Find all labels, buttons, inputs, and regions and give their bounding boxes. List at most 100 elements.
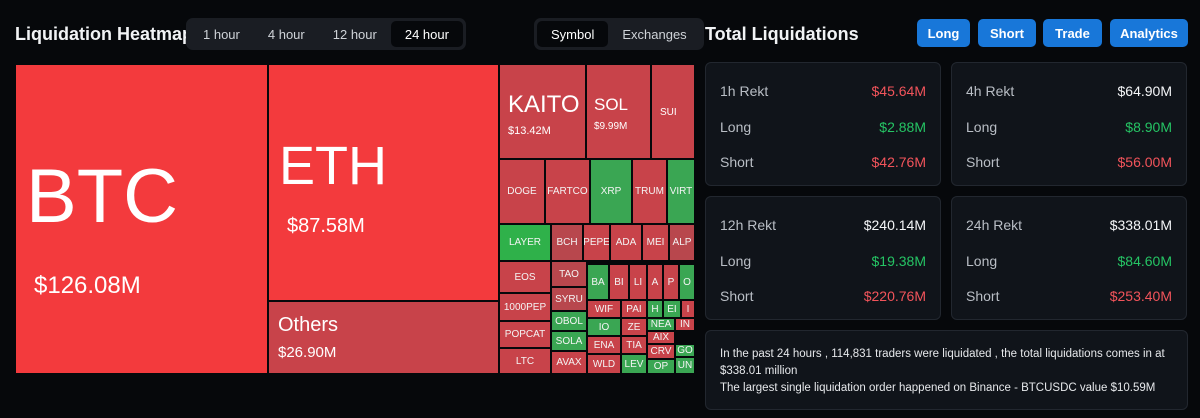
timeframe-4h[interactable]: 4 hour [267, 27, 305, 42]
tile-wif[interactable]: WIF [587, 300, 621, 318]
tile-layer[interactable]: LAYER [499, 224, 551, 261]
tile-o[interactable]: O [679, 264, 695, 300]
tile-bch[interactable]: BCH [551, 224, 583, 261]
tile-symbol: GO [677, 345, 693, 356]
tile-un[interactable]: UN [675, 357, 695, 374]
tile-i[interactable]: I [681, 300, 695, 318]
tile-wld[interactable]: WLD [587, 354, 621, 374]
tile-1000pepe[interactable]: 1000PEP [499, 293, 551, 321]
tile-bi[interactable]: BI [609, 264, 629, 300]
tile-nea[interactable]: NEA [647, 318, 675, 331]
tile-fartco[interactable]: FARTCO [545, 159, 590, 224]
tile-symbol: ZE [627, 321, 641, 333]
tile-avax[interactable]: AVAX [551, 351, 587, 374]
short-label: Short [966, 288, 1000, 304]
tile-symbol: ADA [615, 237, 637, 248]
short-button[interactable]: Short [978, 19, 1036, 47]
tile-symbol: OBOL [555, 315, 583, 327]
tile-symbol: 1000PEP [503, 301, 547, 313]
tile-symbol: MEI [646, 237, 665, 248]
tile-alp[interactable]: ALP [669, 224, 695, 261]
tile-ei[interactable]: EI [663, 300, 681, 318]
long-label: Long [720, 119, 752, 135]
tile-kaito[interactable]: KAITO $13.42M [499, 64, 586, 159]
tile-a[interactable]: A [647, 264, 663, 300]
card-total: $45.64M [871, 83, 926, 99]
card-title: 1h Rekt [720, 83, 769, 99]
tile-trump[interactable]: TRUM [632, 159, 667, 224]
tile-syrup[interactable]: SYRU [551, 287, 587, 311]
timeframe-1h[interactable]: 1 hour [203, 27, 240, 42]
tile-sui[interactable]: SUI [651, 64, 695, 159]
tile-symbol: BA [591, 276, 605, 288]
tile-symbol: H [651, 303, 659, 315]
tile-ena[interactable]: ENA [587, 336, 621, 354]
card-title: 24h Rekt [966, 217, 1023, 233]
short-label: Short [720, 288, 754, 304]
tile-io[interactable]: IO [587, 318, 621, 336]
tile-xrp[interactable]: XRP [590, 159, 632, 224]
tile-eos[interactable]: EOS [499, 261, 551, 293]
tile-doge[interactable]: DOGE [499, 159, 545, 224]
group-by-exchanges[interactable]: Exchanges [622, 27, 687, 42]
tile-ada[interactable]: ADA [610, 224, 642, 261]
rekt-card-4h: 4h Rekt $64.90M Long $8.90M Short $56.00M [951, 62, 1187, 186]
analytics-button[interactable]: Analytics [1110, 19, 1188, 47]
tile-symbol: VIRT [669, 186, 693, 197]
tile-eth[interactable]: ETH $87.58M [268, 64, 499, 301]
tile-mei[interactable]: MEI [642, 224, 669, 261]
tile-obol[interactable]: OBOL [551, 311, 587, 331]
tile-symbol: Others [278, 314, 339, 336]
tile-symbol: ALP [672, 237, 692, 248]
tile-popcat[interactable]: POPCAT [499, 321, 551, 348]
liquidation-treemap: BTC $126.08M ETH $87.58M Others $26.90M … [15, 64, 695, 374]
tile-symbol: TAO [559, 268, 579, 280]
tile-symbol: KAITO [508, 91, 580, 118]
tile-symbol: POPCAT [504, 329, 546, 340]
tile-symbol: WLD [592, 358, 616, 370]
tile-value: $26.90M [278, 344, 337, 361]
tile-value: $9.99M [594, 121, 628, 132]
tile-ze[interactable]: ZE [621, 318, 647, 336]
tile-li[interactable]: LI [629, 264, 647, 300]
tile-tao[interactable]: TAO [551, 261, 587, 287]
tile-crv[interactable]: CRV [647, 344, 675, 359]
tile-p[interactable]: P [663, 264, 679, 300]
tile-btc[interactable]: BTC $126.08M [15, 64, 268, 374]
tile-ba[interactable]: BA [587, 264, 609, 300]
tile-aix[interactable]: AIX [647, 331, 675, 344]
tile-symbol: FARTCO [547, 186, 588, 197]
tile-symbol: O [683, 276, 691, 288]
trade-button[interactable]: Trade [1043, 19, 1102, 47]
timeframe-12h[interactable]: 12 hour [332, 27, 377, 42]
tile-value: $126.08M [34, 272, 141, 299]
short-value: $56.00M [1117, 154, 1172, 170]
group-by-symbol[interactable]: Symbol [537, 21, 609, 47]
long-value: $84.60M [1117, 253, 1172, 269]
tile-go[interactable]: GO [675, 344, 695, 357]
tile-others[interactable]: Others $26.90M [268, 301, 499, 374]
tile-symbol: AVAX [556, 357, 582, 368]
tile-h[interactable]: H [647, 300, 663, 318]
tile-lev[interactable]: LEV [621, 354, 647, 374]
tile-sol[interactable]: SOL $9.99M [586, 64, 651, 159]
tile-symbol: LTC [515, 355, 535, 367]
tile-symbol: LAYER [508, 237, 542, 248]
tile-symbol: NEA [650, 319, 672, 330]
total-liquidations-title: Total Liquidations [705, 24, 859, 44]
tile-in[interactable]: IN [675, 318, 695, 331]
tile-symbol: WIF [594, 303, 614, 315]
tile-virt[interactable]: VIRT [667, 159, 695, 224]
tile-symbol: ENA [593, 339, 615, 351]
rekt-card-24h: 24h Rekt $338.01M Long $84.60M Short $253.4… [951, 196, 1187, 320]
tile-pai[interactable]: PAI [621, 300, 647, 318]
tile-tia[interactable]: TIA [621, 336, 647, 354]
timeframe-24h[interactable]: 24 hour [390, 21, 463, 47]
long-button[interactable]: Long [917, 19, 970, 47]
tile-pepe[interactable]: PEPE [583, 224, 610, 261]
tile-op[interactable]: OP [647, 359, 675, 374]
tile-ltc[interactable]: LTC [499, 348, 551, 374]
tile-sola[interactable]: SOLA [551, 331, 587, 351]
tile-symbol: SOL [594, 95, 629, 114]
rekt-card-12h: 12h Rekt $240.14M Long $19.38M Short $220.7… [705, 196, 941, 320]
